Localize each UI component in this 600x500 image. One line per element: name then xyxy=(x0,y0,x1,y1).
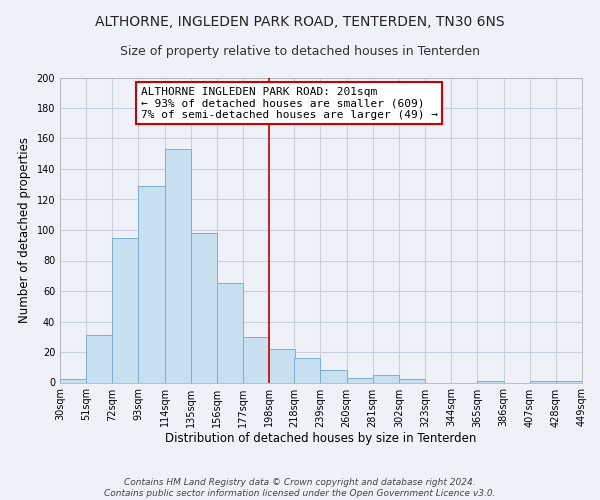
Bar xyxy=(294,358,320,382)
Y-axis label: Number of detached properties: Number of detached properties xyxy=(18,137,31,323)
Bar xyxy=(243,337,269,382)
Bar xyxy=(556,381,582,382)
Bar xyxy=(320,370,347,382)
Bar xyxy=(139,186,164,382)
Bar xyxy=(191,233,217,382)
Bar xyxy=(112,238,139,382)
Bar xyxy=(347,378,373,382)
Text: ALTHORNE INGLEDEN PARK ROAD: 201sqm
← 93% of detached houses are smaller (609)
7: ALTHORNE INGLEDEN PARK ROAD: 201sqm ← 93… xyxy=(141,86,438,120)
Bar xyxy=(164,149,191,382)
Bar xyxy=(60,380,86,382)
Text: Size of property relative to detached houses in Tenterden: Size of property relative to detached ho… xyxy=(120,45,480,58)
Bar xyxy=(478,381,503,382)
Text: Contains HM Land Registry data © Crown copyright and database right 2024.
Contai: Contains HM Land Registry data © Crown c… xyxy=(104,478,496,498)
Bar xyxy=(530,381,556,382)
Bar xyxy=(269,349,295,382)
X-axis label: Distribution of detached houses by size in Tenterden: Distribution of detached houses by size … xyxy=(166,432,476,446)
Bar xyxy=(399,380,425,382)
Text: ALTHORNE, INGLEDEN PARK ROAD, TENTERDEN, TN30 6NS: ALTHORNE, INGLEDEN PARK ROAD, TENTERDEN,… xyxy=(95,15,505,29)
Bar xyxy=(217,284,243,382)
Bar xyxy=(373,375,399,382)
Bar xyxy=(86,335,112,382)
